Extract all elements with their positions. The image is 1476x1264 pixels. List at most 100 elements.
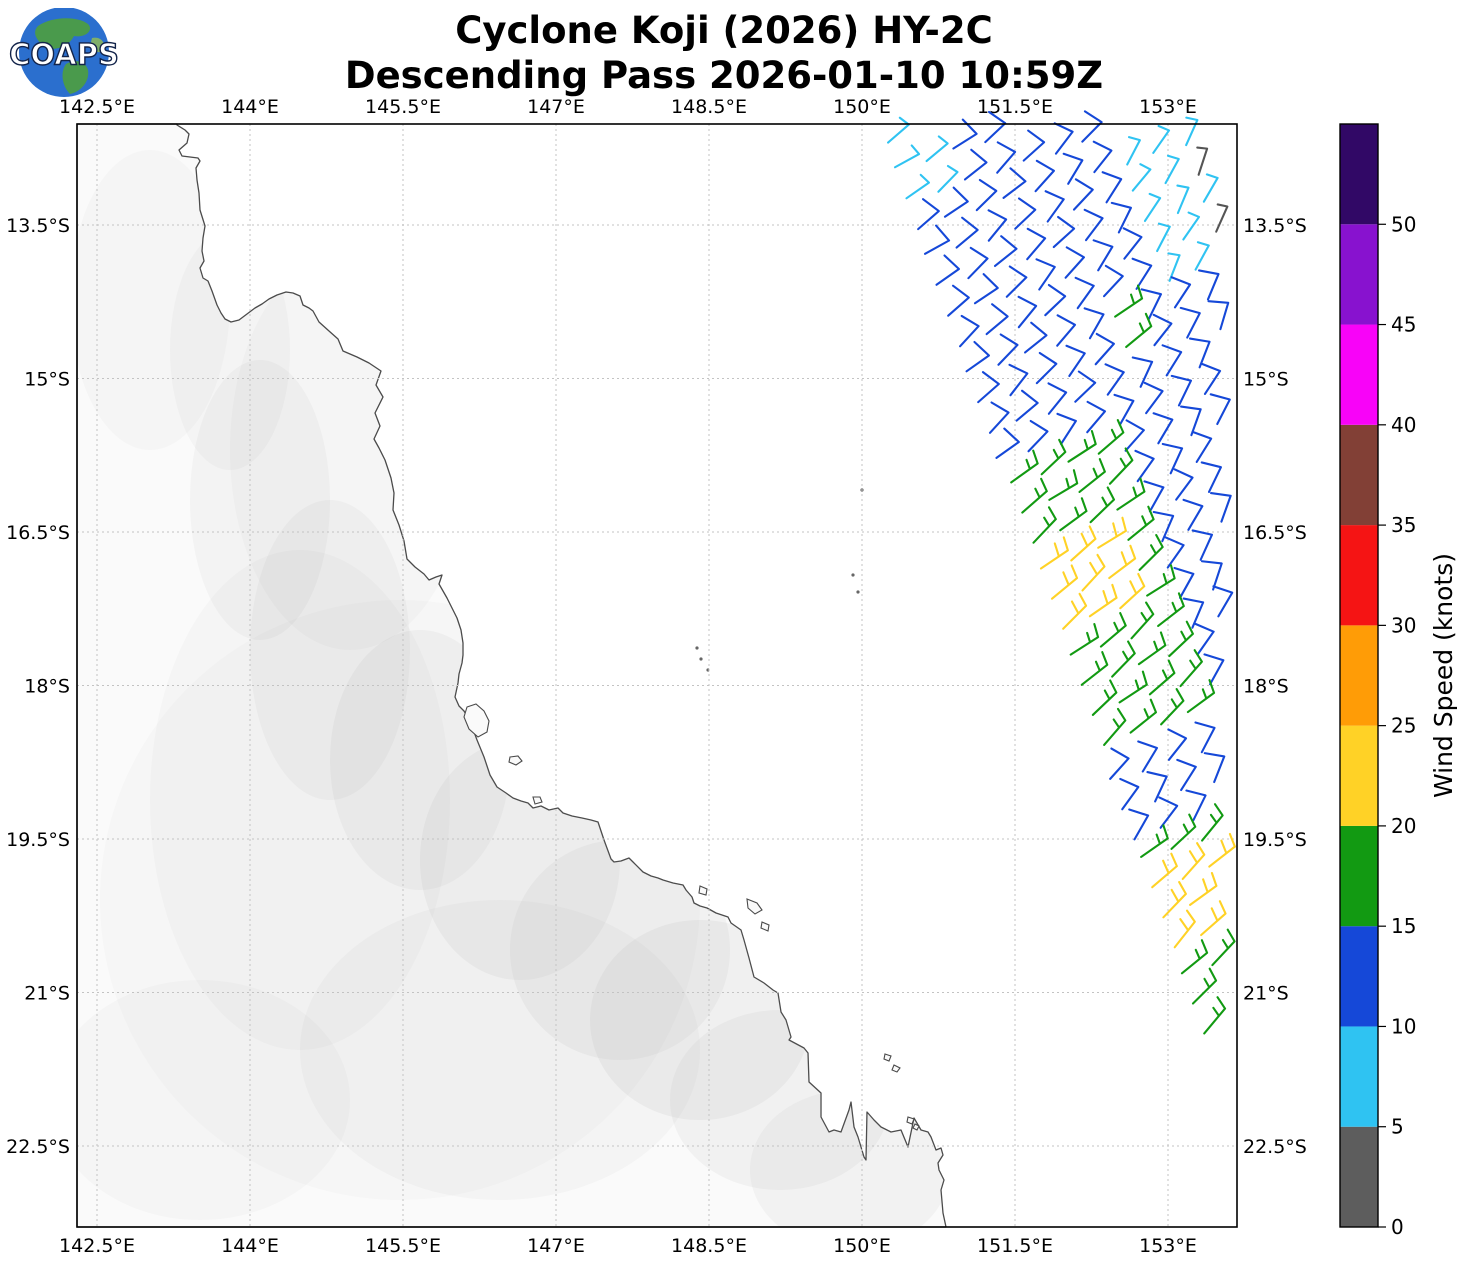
terrain-shading [77,980,350,1220]
colorbar-tick-label: 20 [1391,814,1416,838]
y-tick-label-right: 16.5°S [1243,522,1307,544]
wind-barb [1164,154,1180,185]
wind-barb [995,427,1020,459]
x-tick-label-bottom: 153°E [1139,1235,1197,1257]
wind-barb [1102,264,1124,298]
colorbar-segment [1340,725,1378,826]
islet-dot [695,646,699,650]
wind-barb [1194,241,1210,271]
island [891,1064,901,1073]
wind-barb [1070,525,1097,562]
wind-barb [1127,505,1155,541]
wind-barb [1108,544,1137,580]
colorbar-tick-label: 5 [1391,1115,1404,1139]
land-mass [76,123,947,1228]
colorbar-segment [1340,926,1378,1027]
x-tick-label-bottom: 147°E [527,1235,585,1257]
wind-barb [1064,246,1085,279]
wind-barb [1111,640,1136,678]
wind-barb [1017,295,1038,329]
wind-barb [1081,553,1106,592]
wind-barb [1047,382,1068,415]
wind-barb [1203,752,1226,784]
wind-barb [1048,469,1079,501]
wind-barb [977,371,1000,404]
wind-barb [1056,314,1077,347]
wind-barb [1116,477,1146,511]
wind-barb [1114,284,1144,318]
wind-barb [1146,564,1176,597]
wind-barb [1200,362,1222,395]
wind-barb [1124,419,1145,452]
wind-barb [997,333,1019,366]
wind-barb [973,273,999,305]
wind-barb [1074,370,1097,403]
wind-barb [1137,740,1159,773]
island [912,1123,920,1131]
wind-barb [1021,477,1048,514]
wind-barb [955,216,979,249]
wind-barb [1094,332,1115,366]
wind-barb [965,340,991,373]
wind-barb [1207,300,1230,331]
map-frame [76,123,1238,1228]
wind-barb [1173,566,1195,599]
wind-barb [1185,789,1207,822]
colorbar-tick-label: 35 [1391,513,1416,537]
wind-barb [1161,344,1183,377]
wind-barb [935,254,961,286]
terrain-shading [300,900,700,1200]
x-tick-label-top: 150°E [833,96,891,118]
wind-barb [1152,510,1175,543]
wind-barb [1138,534,1164,571]
wind-barb [1097,516,1127,549]
wind-barb [1081,110,1103,143]
wind-barb [917,198,940,231]
wind-barb [1176,758,1197,792]
wind-barb [996,141,1017,174]
wind-barb [905,173,931,200]
wind-barb [1200,461,1223,493]
coaps-logo: COAPS [8,8,120,104]
colorbar-tick-label: 50 [1391,212,1416,236]
wind-barb [988,401,1010,434]
wind-barb [1092,239,1114,272]
wind-barb [1056,412,1077,446]
colorbar-segment [1340,324,1378,425]
wind-barb [1119,572,1146,610]
wind-barb [1161,442,1184,475]
terrain-shading [510,840,730,1060]
wind-barb [1181,842,1206,881]
wind-barb [1074,276,1095,310]
wind-barb [1185,116,1199,147]
wind-barb [1067,429,1097,463]
wind-barb [1032,506,1057,544]
wind-barb [1143,192,1162,223]
x-tick-label-bottom: 145.5°E [365,1235,441,1257]
wind-barb [1022,129,1046,162]
colorbar-tick-label: 10 [1391,1014,1416,1038]
wind-barb [1167,728,1188,761]
y-tick-label-left: 15°S [24,368,70,390]
wind-barb [1191,967,1218,1005]
islet-dot [851,573,855,577]
wind-barb [1040,438,1067,476]
colorbar-tick-label: 0 [1391,1215,1404,1239]
logo-text: COAPS [8,37,119,72]
wind-barb [1027,419,1049,453]
wind-barb [1034,159,1055,193]
island [760,921,770,932]
wind-barb [1008,363,1029,397]
x-tick-label-bottom: 144°E [221,1235,279,1257]
wind-barb [1188,337,1211,369]
wind-barb [1014,197,1037,230]
wind-barb [1152,313,1173,347]
x-tick-label-bottom: 148.5°E [671,1235,747,1257]
title-line-2: Descending Pass 2026-01-10 10:59Z [344,54,1104,98]
wind-barb [1122,227,1143,260]
wind-barb [1131,257,1153,290]
x-tick-label-top: 151.5°E [977,96,1053,118]
wind-barb [1143,381,1164,415]
wind-barb [1089,486,1116,524]
